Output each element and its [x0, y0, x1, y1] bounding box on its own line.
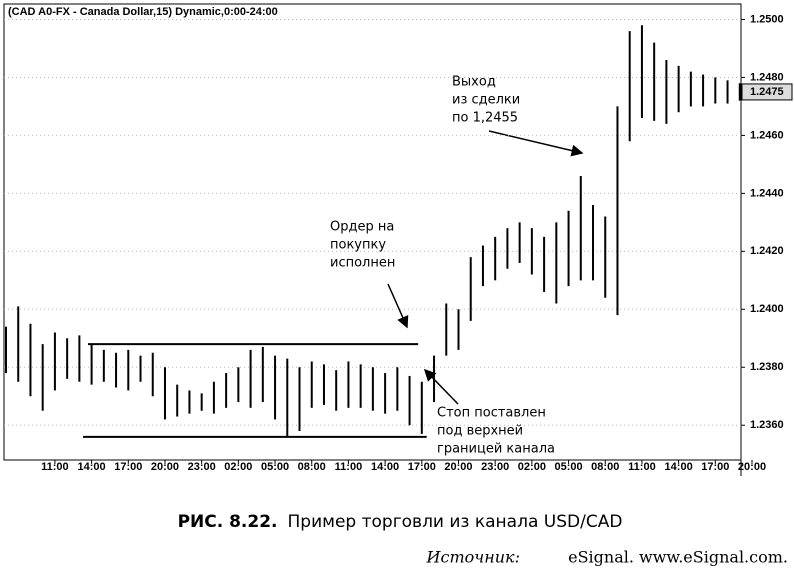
- x-tick-label: 05:00: [554, 461, 582, 473]
- y-tick-label: 1.2460: [750, 129, 784, 141]
- x-tick-label: 17:00: [701, 461, 729, 473]
- caption-number: РИС. 8.22.: [178, 512, 278, 532]
- x-tick-label: 17:00: [408, 461, 436, 473]
- x-tick-label: 14:00: [78, 461, 106, 473]
- x-tick-label: 20:00: [444, 461, 472, 473]
- annotation: из сделки: [452, 93, 520, 108]
- y-tick-label: 1.2480: [750, 71, 784, 83]
- chart-title: (CAD A0-FX - Canada Dollar,15) Dynamic,0…: [8, 6, 278, 18]
- caption-text: Пример торговли из канала USD/CAD: [288, 512, 623, 532]
- arrow: [488, 130, 584, 157]
- x-tick-label: 08:00: [298, 461, 326, 473]
- annotation: Выход: [452, 75, 496, 90]
- x-tick-label: 17:00: [114, 461, 142, 473]
- annotation: исполнен: [330, 256, 395, 271]
- y-tick-label: 1.2400: [750, 303, 784, 315]
- y-tick-label: 1.2440: [750, 187, 784, 199]
- x-tick-label: 23:00: [188, 461, 216, 473]
- x-tick-label: 20:00: [151, 461, 179, 473]
- last-value-label: 1.2475: [750, 86, 784, 98]
- x-tick-label: 14:00: [665, 461, 693, 473]
- x-tick-label: 11:00: [335, 461, 363, 473]
- arrow: [387, 283, 409, 329]
- source-label: Источник:: [426, 548, 520, 567]
- x-tick-label: 11:00: [628, 461, 656, 473]
- x-tick-label: 08:00: [591, 461, 619, 473]
- x-tick-label: 23:00: [481, 461, 509, 473]
- arrow: [423, 368, 459, 405]
- y-tick-label: 1.2500: [750, 13, 784, 25]
- annotation: Ордер на: [330, 220, 394, 235]
- annotation: покупку: [330, 238, 386, 253]
- annotation: границей канала: [437, 442, 555, 457]
- x-tick-label: 14:00: [371, 461, 399, 473]
- annotation: по 1,2455: [452, 111, 518, 126]
- last-value-box: [741, 83, 793, 101]
- x-tick-label: 20:00: [738, 461, 766, 473]
- annotation: под верхней: [437, 424, 523, 439]
- y-tick-label: 1.2380: [750, 361, 784, 373]
- x-tick-label: 02:00: [224, 461, 252, 473]
- source-text: eSignal. www.eSignal.com.: [568, 548, 788, 567]
- x-tick-label: 11:00: [41, 461, 69, 473]
- y-tick-label: 1.2420: [750, 245, 784, 257]
- caption: РИС. 8.22. Пример торговли из канала USD/…: [178, 512, 623, 532]
- x-tick-label: 05:00: [261, 461, 289, 473]
- annotation: Стоп поставлен: [437, 406, 546, 421]
- y-tick-label: 1.2360: [750, 419, 784, 431]
- x-tick-label: 02:00: [518, 461, 546, 473]
